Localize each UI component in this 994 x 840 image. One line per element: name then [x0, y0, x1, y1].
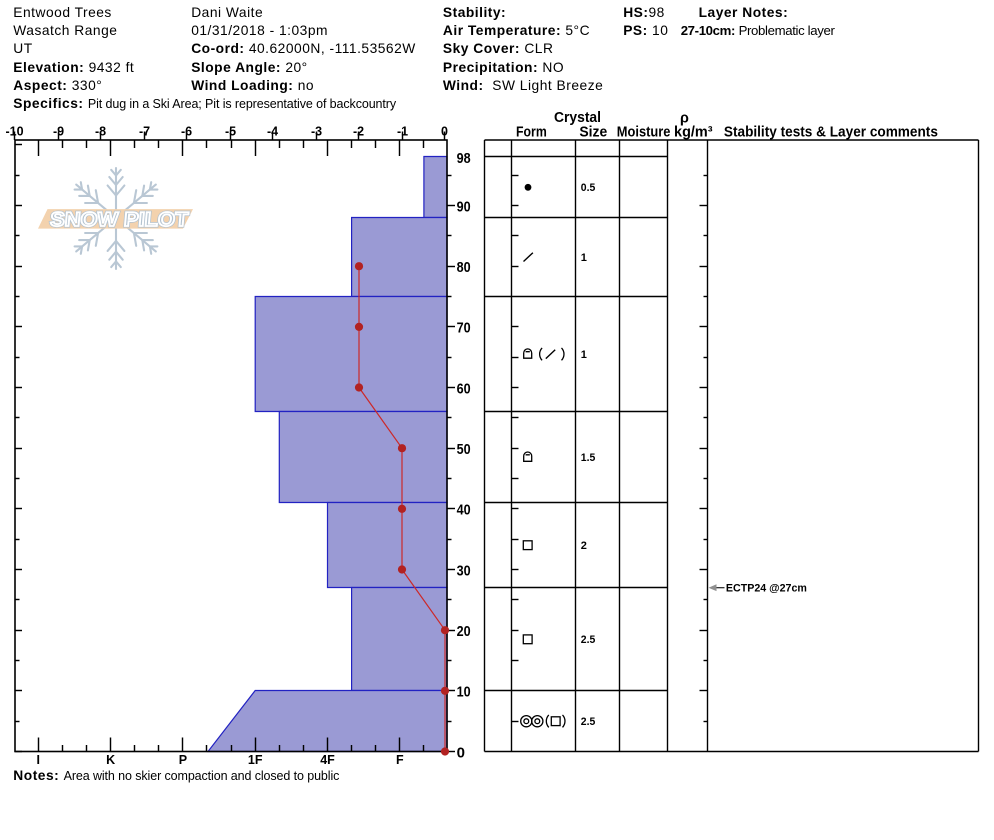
svg-text:4F: 4F: [320, 753, 335, 767]
svg-text:2: 2: [581, 540, 587, 552]
svg-text:-4: -4: [267, 125, 278, 139]
svg-text:60: 60: [457, 380, 471, 397]
svg-text:2.5: 2.5: [581, 634, 596, 646]
svg-text:1.5: 1.5: [581, 452, 596, 464]
svg-text:1: 1: [581, 349, 587, 361]
svg-text:-6: -6: [181, 125, 192, 139]
svg-text:90: 90: [457, 198, 471, 215]
svg-text:Size: Size: [579, 124, 607, 140]
svg-text:I: I: [37, 753, 40, 767]
svg-text:-7: -7: [139, 125, 150, 139]
svg-text:0.5: 0.5: [581, 182, 596, 194]
svg-text:kg/m³: kg/m³: [674, 124, 713, 140]
svg-text:-1: -1: [397, 125, 408, 139]
svg-text:70: 70: [457, 320, 471, 337]
svg-text:1F: 1F: [248, 753, 263, 767]
svg-text:-8: -8: [95, 125, 106, 139]
svg-text:30: 30: [457, 562, 471, 579]
svg-text:80: 80: [457, 259, 471, 276]
svg-text:P: P: [179, 753, 187, 767]
svg-text:ECTP24 @27cm: ECTP24 @27cm: [726, 583, 807, 595]
svg-text:-9: -9: [53, 125, 64, 139]
svg-text:Crystal: Crystal: [554, 110, 601, 126]
svg-text:Moisture: Moisture: [617, 124, 671, 140]
svg-text:-10: -10: [5, 125, 23, 139]
svg-text:SNOW PILOT: SNOW PILOT: [49, 209, 190, 231]
svg-text:K: K: [106, 753, 115, 767]
svg-text:20: 20: [457, 623, 471, 640]
svg-text:2.5: 2.5: [581, 716, 596, 728]
svg-text:40: 40: [457, 502, 471, 519]
svg-text:ρ: ρ: [680, 111, 689, 127]
svg-text:10: 10: [457, 684, 471, 701]
svg-text:1: 1: [581, 252, 587, 264]
svg-text:Stability tests & Layer commen: Stability tests & Layer comments: [724, 124, 938, 140]
svg-text:SNOW PILOT: SNOW PILOT: [49, 209, 190, 231]
svg-text:0: 0: [441, 125, 448, 139]
svg-text:F: F: [396, 753, 404, 767]
svg-text:-3: -3: [311, 125, 322, 139]
svg-text:Form: Form: [516, 124, 547, 140]
svg-text:0: 0: [457, 744, 465, 761]
svg-text:-5: -5: [225, 125, 236, 139]
svg-text:98: 98: [457, 150, 471, 167]
svg-text:-2: -2: [353, 125, 364, 139]
svg-text:50: 50: [457, 441, 471, 458]
